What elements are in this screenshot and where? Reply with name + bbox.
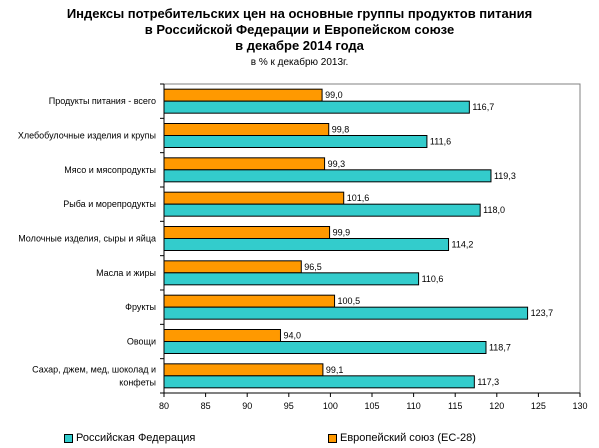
legend-label-russia: Российская Федерация (76, 432, 196, 444)
category-label: Овощи (127, 337, 156, 347)
x-tick-label: 120 (489, 401, 504, 411)
value-label-russia: 119,3 (494, 171, 516, 181)
value-label-russia: 118,7 (489, 343, 511, 353)
value-label-eu: 99,8 (332, 125, 350, 135)
legend-item-russia: Российская Федерация (64, 431, 195, 445)
category-label: Рыба и морепродукты (63, 199, 156, 209)
value-label-russia: 123,7 (531, 308, 554, 318)
chart-title-line-1: Индексы потребительских цен на основные … (66, 6, 533, 21)
bar-russia (163, 100, 470, 114)
category-label: Масла и жиры (96, 268, 156, 278)
value-label-eu: 99,9 (333, 228, 351, 238)
bar-eu (163, 157, 326, 171)
value-label-eu: 94,0 (283, 331, 301, 341)
x-tick-label: 130 (572, 401, 587, 411)
x-tick-label: 80 (159, 401, 169, 411)
x-tick-label: 90 (242, 401, 252, 411)
chart-subtitle: в % к декабрю 2013г. (250, 57, 349, 68)
x-tick-label: 115 (448, 401, 462, 411)
bar-russia (163, 135, 428, 148)
category-label: Фрукты (125, 302, 156, 312)
category-label: Сахар, джем, мед, шоколад и конфеты (32, 364, 156, 387)
legend-swatch-russia (64, 433, 73, 443)
value-label-russia: 118,0 (483, 205, 505, 215)
chart-title-line-2: в Российской Федерации и Европейском сою… (144, 22, 455, 37)
bar-russia (163, 341, 487, 354)
bar-russia (163, 306, 529, 320)
legend-swatch-eu (328, 433, 337, 443)
bar-russia (163, 272, 420, 286)
value-label-eu: 99,0 (325, 90, 343, 100)
value-label-russia: 117,3 (477, 377, 499, 387)
x-tick-label: 100 (323, 401, 338, 411)
bar-russia (163, 375, 475, 389)
value-label-russia: 110,6 (422, 274, 444, 284)
value-label-eu: 100,5 (338, 296, 361, 306)
x-tick-label: 125 (531, 401, 546, 411)
bar-russia (163, 203, 481, 217)
x-tick-label: 110 (406, 401, 420, 411)
category-label: Продукты питания - всего (49, 96, 156, 106)
bar-chart: 80 85 90 95 100 105 110 115 120 125 130 Продукты пи… (18, 83, 588, 411)
bar-russia (163, 169, 492, 183)
value-label-russia: 116,7 (472, 102, 494, 112)
category-label: Хлебобулочные изделия и крупы (18, 131, 156, 141)
bar-eu (163, 88, 323, 102)
bar-eu (163, 329, 281, 342)
bar-eu (163, 260, 302, 274)
legend-item-eu: Европейский союз (ЕС-28) (328, 431, 476, 445)
value-label-russia: 111,6 (430, 137, 451, 147)
chart-title-line-3: в декабре 2014 года (235, 38, 364, 53)
x-tick-label: 95 (284, 401, 294, 411)
bar-russia (163, 238, 450, 251)
value-label-eu: 101,6 (347, 193, 370, 203)
bar-eu (163, 294, 336, 308)
bar-eu (163, 363, 324, 377)
bar-eu (163, 123, 330, 136)
value-label-eu: 99,3 (328, 159, 346, 169)
bar-eu (163, 191, 345, 205)
x-tick-label: 105 (364, 401, 379, 411)
bar-eu (163, 226, 331, 239)
value-label-russia: 114,2 (452, 240, 474, 250)
x-tick-label: 85 (201, 401, 211, 411)
category-label: Молочные изделия, сыры и яйца (18, 234, 156, 244)
value-label-eu: 99,1 (326, 365, 344, 375)
legend-label-eu: Европейский союз (ЕС-28) (340, 432, 476, 444)
category-label: Мясо и мясопродукты (64, 165, 156, 175)
value-label-eu: 96,5 (304, 262, 322, 272)
